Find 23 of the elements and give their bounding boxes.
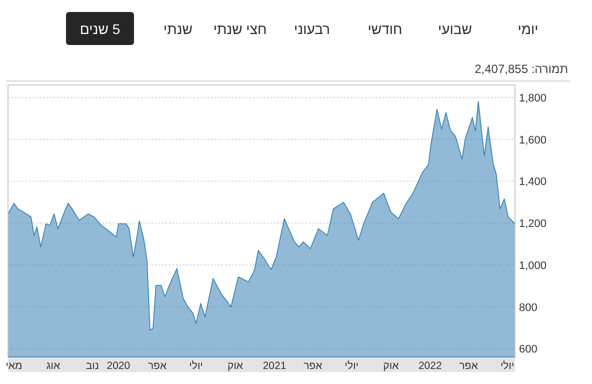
x-tick-label: מאי [6,360,22,372]
text: תמורה: 2,407,855 [474,62,568,76]
x-tick-label: נוב [86,360,99,372]
header: יומי שבועי חודשי רבעוני חצי שנתי שנתי 5 שנים [66,12,538,45]
x-tick-label: אוג [46,360,60,372]
y-tick-label: 800 [519,302,538,314]
x-tick-label: יולי [344,360,359,372]
x-tick-label: אוק [228,360,244,372]
x-tick-label: אוק [383,360,400,372]
y-tick-label: 1,200 [519,218,547,230]
x-tick-label: 2020 [106,360,130,372]
x-tick-label: יולי [189,360,203,372]
x-tick-label: אפר [148,360,167,372]
y-tick-label: 1,000 [519,260,547,272]
x-tick-label: 2021 [262,360,286,372]
y-tick-label: 600 [519,344,538,356]
x-tick-label: יולי [500,360,514,372]
x-tick-label: אפר [304,360,323,372]
x-tick-label: 2022 [418,360,442,372]
y-tick-label: 1,600 [519,134,547,146]
y-tick-label: 1,400 [519,176,547,188]
y-tick-label: 1,800 [519,92,547,105]
x-tick-label: אפר [459,360,478,372]
